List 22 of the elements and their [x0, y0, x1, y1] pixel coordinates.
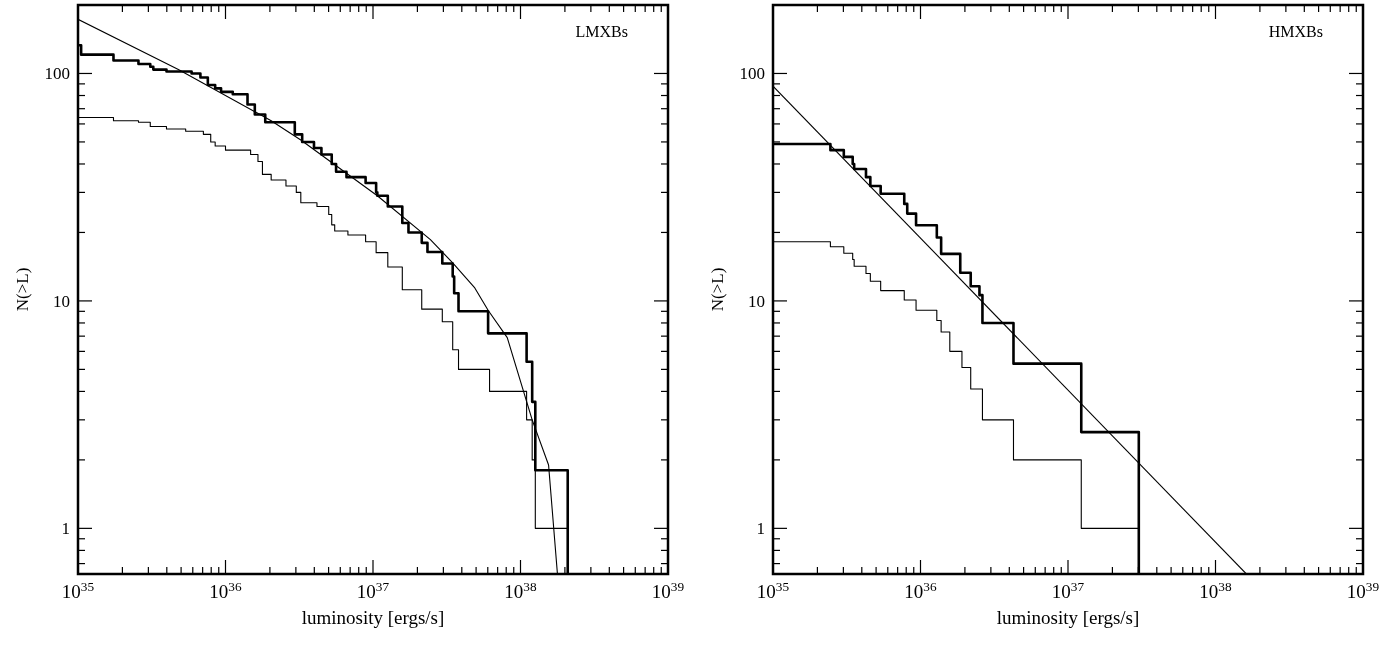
x-tick-label: 10$^{38}$ — [504, 578, 537, 602]
y-axis-title: N(>L) — [708, 267, 727, 312]
x-tick-label: 10$^{35}$ — [61, 578, 95, 602]
annotation: HMXBs — [1268, 23, 1323, 40]
x-tick-label: 10$^{36}$ — [904, 578, 937, 602]
y-tick-label: 1 — [61, 519, 70, 539]
x-tick-label: 10$^{39}$ — [1346, 578, 1380, 602]
y-axis-title: N(>L) — [13, 267, 32, 312]
y-tick-label: 10 — [53, 291, 70, 311]
y-tick-label: 10 — [748, 291, 765, 311]
x-tick-label: 10$^{39}$ — [651, 578, 685, 602]
y-tick-label: 100 — [739, 64, 765, 84]
x-tick-label: 10$^{37}$ — [1051, 578, 1085, 602]
x-tick-label: 10$^{38}$ — [1199, 578, 1232, 602]
x-tick-label: 10$^{35}$ — [756, 578, 790, 602]
annotation: LMXBs — [575, 23, 628, 40]
x-axis-title: luminosity [ergs/s] — [301, 607, 445, 628]
y-tick-label: 1 — [756, 519, 765, 539]
x-tick-label: 10$^{36}$ — [209, 578, 242, 602]
x-axis-title: luminosity [ergs/s] — [996, 607, 1140, 628]
y-tick-label: 100 — [44, 64, 70, 84]
x-tick-label: 10$^{37}$ — [356, 578, 390, 602]
